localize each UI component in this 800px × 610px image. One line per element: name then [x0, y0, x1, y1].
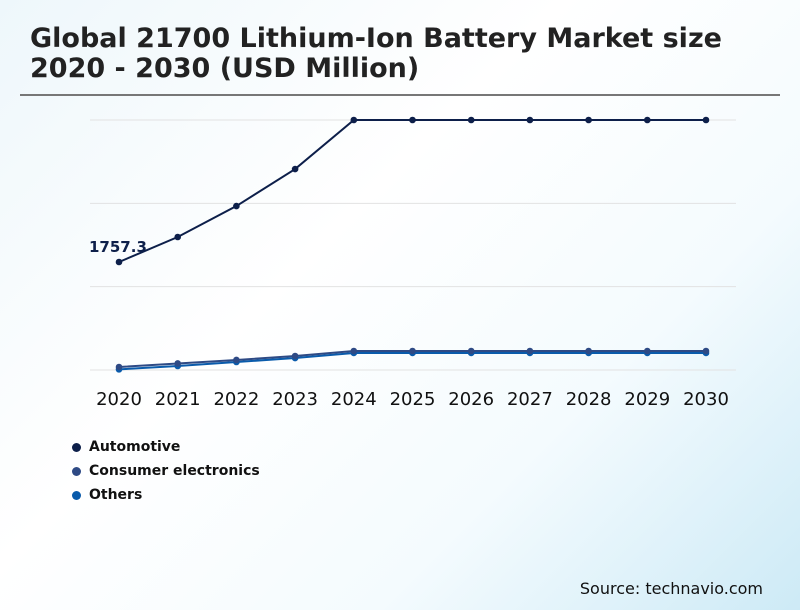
- x-tick-label: 2024: [331, 389, 377, 410]
- data-point: [233, 202, 240, 210]
- data-point: [467, 347, 475, 355]
- data-point: [174, 233, 181, 241]
- data-point: [467, 116, 475, 124]
- x-tick-label: 2026: [448, 389, 494, 410]
- legend-label: Consumer electronics: [89, 463, 260, 479]
- line-chart: 2020 2021 2022 2023 2024 2025 2026 2027 2028 2029…: [89, 116, 736, 410]
- data-label: 1757.3: [89, 238, 147, 256]
- x-tick-label: 2023: [272, 389, 318, 410]
- x-tick-label: 2028: [566, 389, 612, 410]
- data-point: [526, 347, 534, 355]
- data-point: [702, 347, 710, 355]
- data-point: [350, 347, 358, 355]
- data-point: [291, 165, 299, 173]
- legend-item-automotive[interactable]: Automotive: [72, 435, 260, 459]
- legend: Automotive Consumer electronics Others: [72, 435, 260, 507]
- legend-marker: [72, 466, 81, 476]
- x-tick-label: 2029: [624, 389, 670, 410]
- legend-label: Automotive: [89, 439, 181, 455]
- x-tick-label: 2025: [390, 389, 436, 410]
- legend-item-consumer-electronics[interactable]: Consumer electronics: [72, 459, 260, 483]
- legend-marker: [72, 490, 81, 500]
- legend-label: Others: [89, 487, 143, 503]
- data-point: [702, 116, 710, 124]
- x-tick-label: 2020: [96, 389, 142, 410]
- data-point: [174, 360, 181, 367]
- data-point: [233, 356, 240, 364]
- source-credit: Source: technavio.com: [579, 579, 763, 598]
- x-tick-label: 2021: [155, 389, 201, 410]
- data-point: [115, 363, 123, 371]
- data-point: [409, 347, 416, 355]
- data-point: [115, 258, 123, 266]
- title-divider: [20, 94, 780, 96]
- data-point: [585, 116, 592, 124]
- legend-item-others[interactable]: Others: [72, 483, 260, 507]
- data-point: [585, 347, 592, 355]
- chart-title: Global 21700 Lithium-Ion Battery Market …: [30, 23, 722, 84]
- data-point: [409, 116, 416, 124]
- series-line: [118, 119, 706, 263]
- data-point: [644, 347, 651, 355]
- legend-marker: [72, 442, 81, 452]
- data-point: [526, 116, 534, 124]
- data-point: [350, 116, 358, 124]
- data-point: [291, 352, 299, 360]
- x-tick-label: 2022: [213, 389, 259, 410]
- x-tick-label: 2027: [507, 389, 553, 410]
- x-tick-label: 2030: [683, 389, 729, 410]
- data-point: [644, 116, 651, 124]
